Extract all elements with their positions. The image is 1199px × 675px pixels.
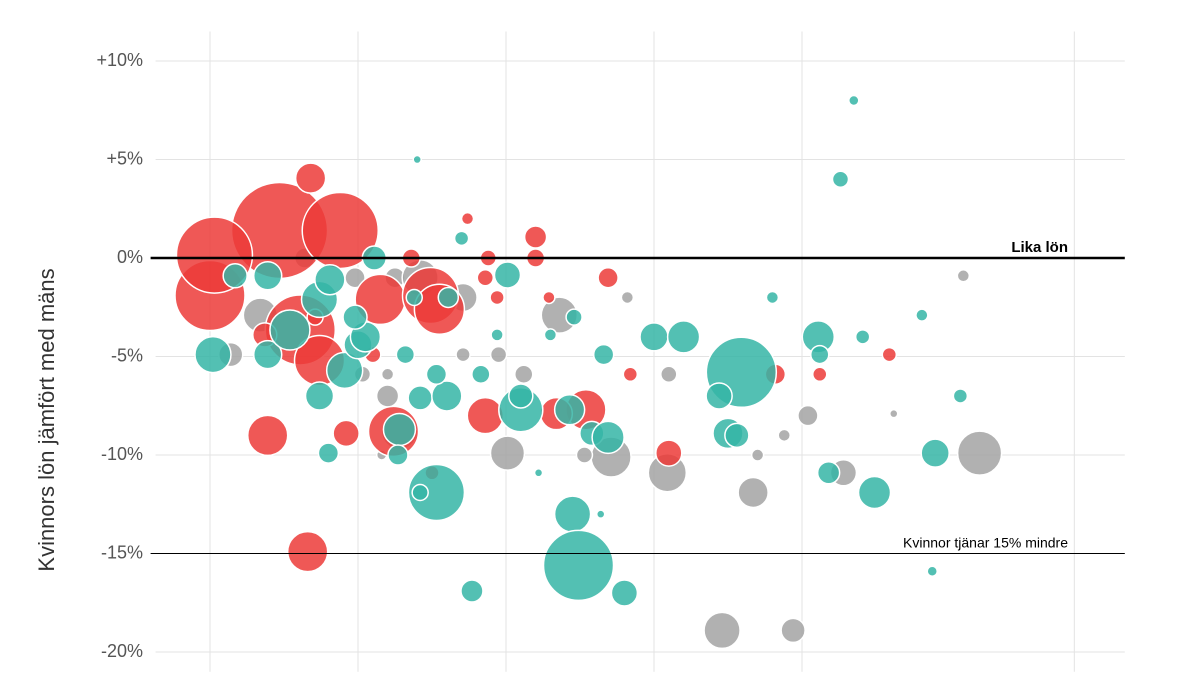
bubble (610, 579, 639, 607)
bubble (724, 422, 750, 449)
y-tick-label: -15% (101, 542, 143, 562)
bubble (304, 381, 335, 411)
bubble (533, 468, 544, 478)
bubble (639, 322, 669, 352)
bubble (471, 364, 491, 385)
bubble (489, 345, 508, 364)
y-tick-label: -20% (101, 641, 143, 661)
bubble (854, 329, 871, 345)
bubble (317, 442, 340, 464)
bubble (342, 304, 368, 330)
bubble (407, 385, 433, 411)
bubble (325, 351, 364, 390)
bubble (252, 261, 283, 291)
bubble (777, 428, 791, 443)
bubble (810, 344, 830, 365)
bubble (407, 463, 466, 522)
bubble (286, 530, 329, 573)
bubble (437, 286, 460, 309)
bubble (543, 328, 558, 342)
bubble (703, 611, 741, 650)
bubble (222, 263, 248, 289)
bubble (382, 412, 417, 447)
bubble (476, 269, 495, 287)
bubble (553, 495, 592, 533)
bubble (660, 365, 678, 384)
bubble (395, 344, 416, 365)
y-tick-label: +10% (96, 50, 143, 70)
bubble (952, 388, 969, 404)
bubble (956, 269, 971, 283)
bubble (294, 162, 327, 194)
bubble (956, 430, 1003, 476)
bubble (655, 439, 683, 467)
bubble (780, 617, 806, 644)
bubble (411, 483, 429, 502)
bubble (597, 267, 619, 289)
bubble (816, 461, 841, 485)
bubble (246, 414, 289, 457)
bubble (926, 565, 938, 578)
bubble (857, 475, 892, 510)
y-tick-label: -10% (101, 444, 143, 464)
y-tick-label: 0% (117, 247, 143, 267)
bubble (737, 476, 769, 509)
bubble (332, 419, 360, 448)
bubble (387, 444, 409, 466)
bubble (460, 211, 475, 226)
bubble (750, 448, 765, 462)
bubble (705, 382, 733, 410)
bubble (490, 328, 504, 342)
reference-label: Kvinnor tjänar 15% mindre (903, 534, 1068, 550)
reference-label: Lika lön (1011, 239, 1068, 256)
bubble (431, 380, 463, 412)
y-tick-label: +5% (106, 148, 143, 168)
bubble (797, 404, 819, 427)
bubble (591, 420, 625, 455)
y-axis-label: Kvinnors lön jämfört med mäns (34, 268, 59, 571)
bubble (831, 170, 850, 188)
bubble (380, 367, 395, 382)
bubble (523, 225, 548, 249)
bubble (252, 339, 283, 370)
bubble (455, 346, 471, 363)
bubble (194, 335, 232, 374)
bubble (514, 364, 534, 385)
bubble (565, 308, 583, 326)
bubble (920, 438, 950, 468)
bubble (375, 384, 400, 408)
bubble (314, 263, 346, 296)
bubble (405, 288, 423, 307)
bubble (412, 154, 422, 165)
bubble (595, 509, 606, 519)
bubble (592, 343, 615, 366)
bubble (881, 346, 898, 363)
bubble (622, 366, 639, 383)
y-tick-label: -5% (111, 345, 143, 365)
bubble (542, 290, 556, 305)
bubble (489, 435, 526, 471)
bubble (466, 396, 505, 435)
bubble (620, 290, 635, 305)
bubble (812, 366, 828, 383)
bubble (542, 529, 615, 602)
bubble (489, 289, 505, 306)
bubble (666, 320, 701, 354)
bubble (493, 261, 522, 289)
bubble (889, 408, 899, 419)
bubble (575, 446, 594, 464)
bubble (508, 383, 534, 409)
bubble (915, 308, 929, 322)
bubble (453, 230, 470, 247)
bubble (848, 94, 860, 107)
bubble (765, 290, 780, 305)
bubble (425, 363, 448, 386)
bubble (553, 393, 586, 426)
bubble (269, 309, 311, 351)
bubble (460, 579, 484, 603)
